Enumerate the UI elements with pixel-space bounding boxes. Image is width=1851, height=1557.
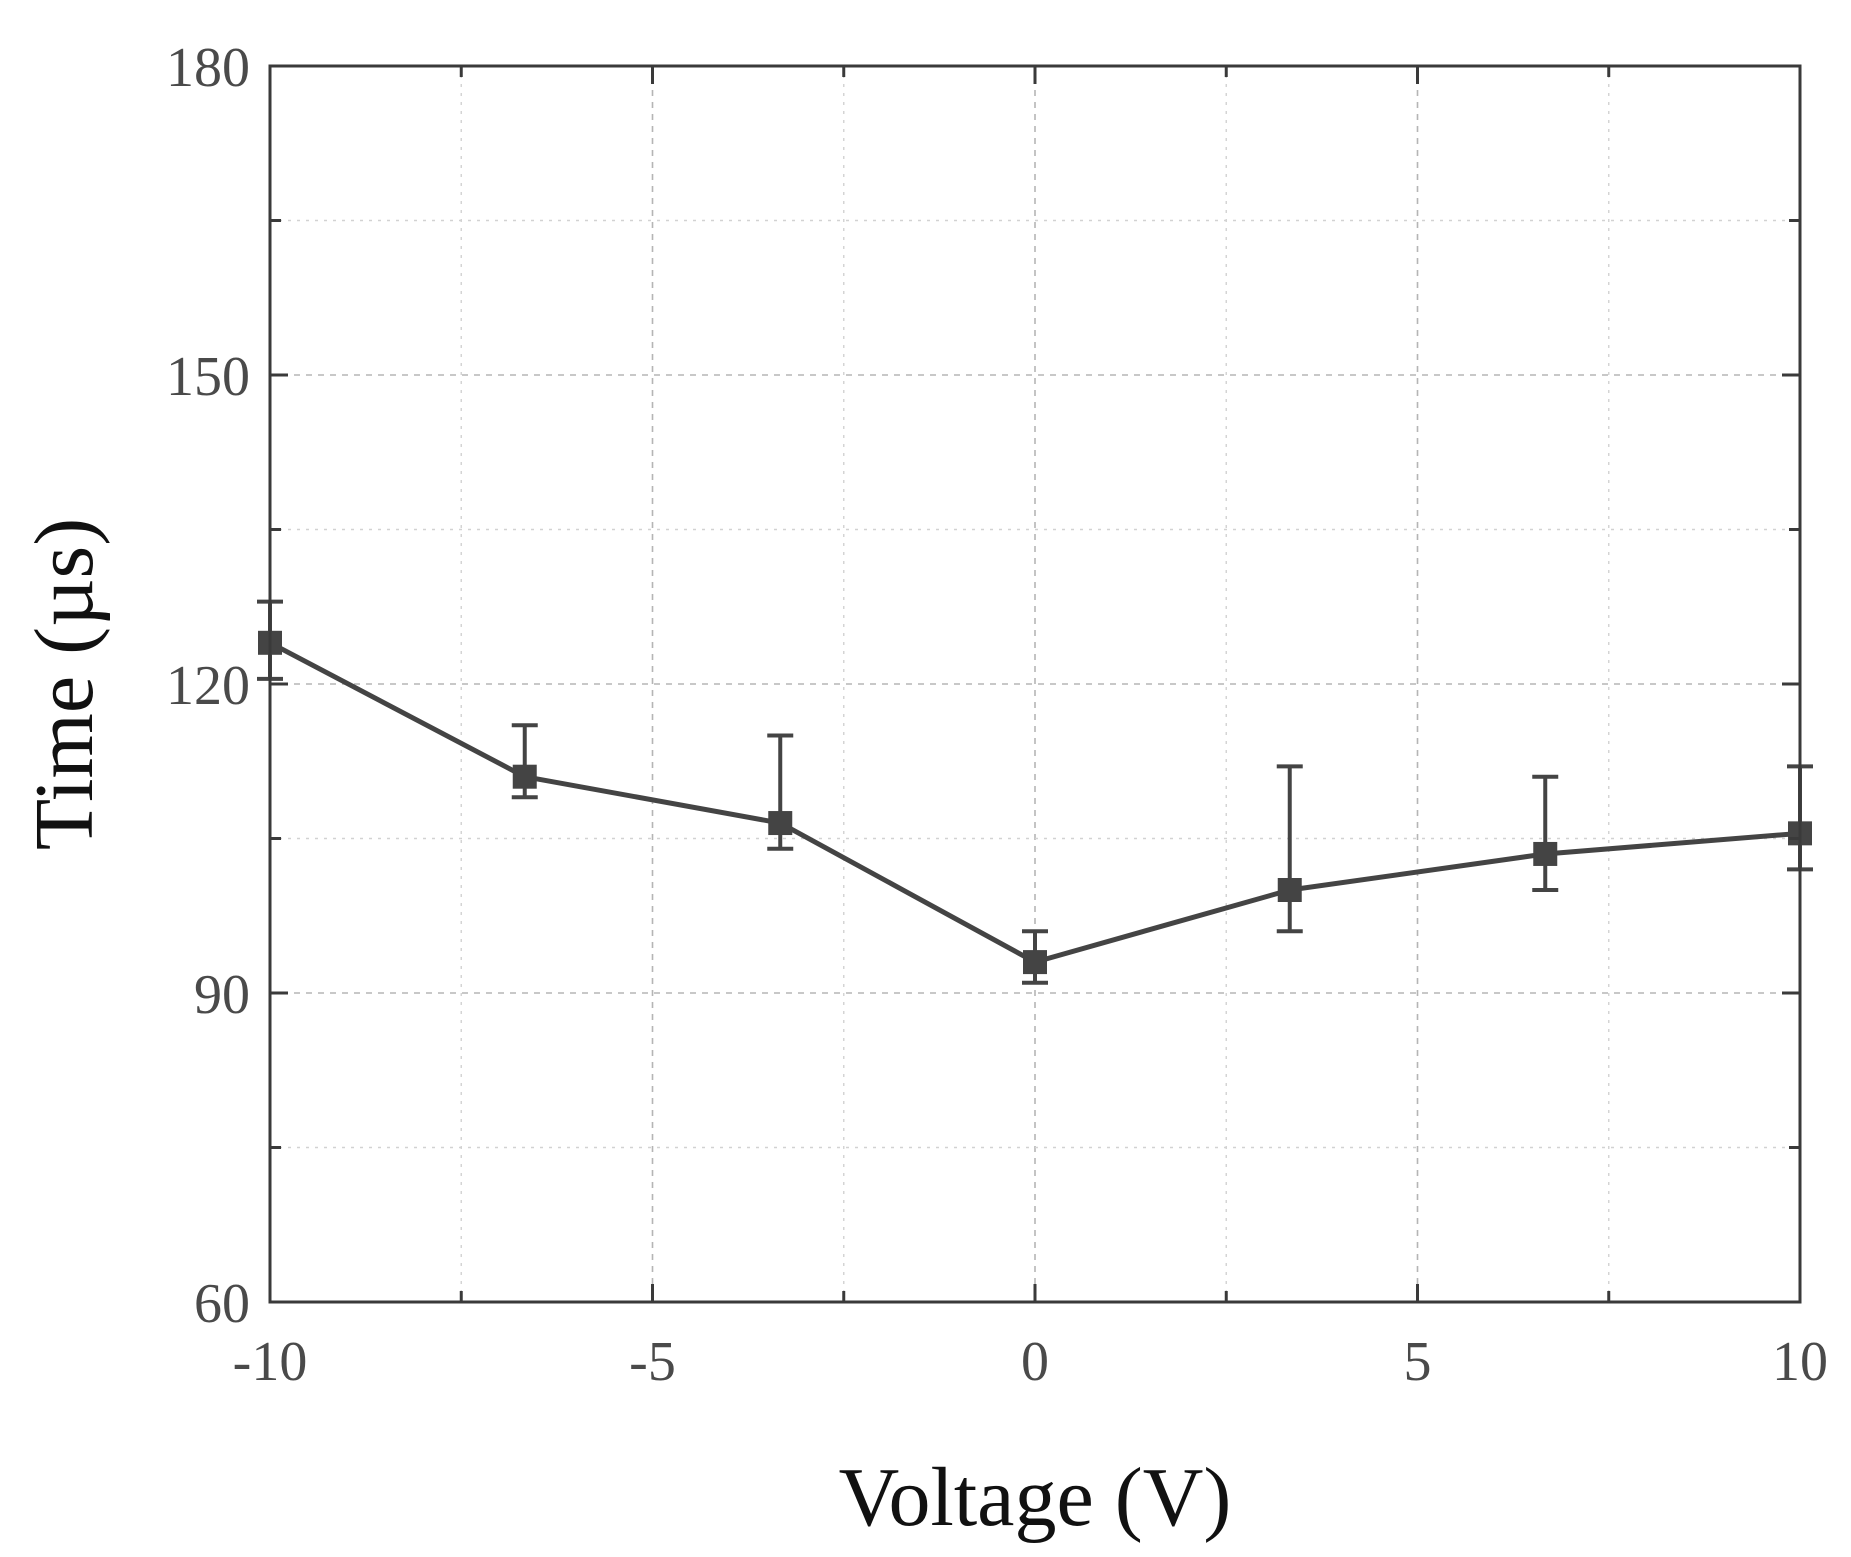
data-point [512, 764, 537, 789]
y-tick-label: 90 [194, 964, 250, 1026]
data-point [1277, 878, 1302, 902]
x-tick-label: -10 [233, 1331, 308, 1393]
y-tick-label: 60 [194, 1273, 250, 1335]
data-point [1023, 950, 1047, 975]
tick-labels: -10 -5 0 5 10 60 90 120 150 180 [166, 37, 1828, 1393]
data-point [768, 811, 793, 836]
x-tick-label: 0 [1021, 1331, 1049, 1393]
x-tick-label: 5 [1404, 1331, 1432, 1393]
y-tick-label: 150 [166, 346, 250, 408]
x-tick-label: -5 [629, 1331, 676, 1393]
y-axis-title: Time (µs) [18, 518, 111, 850]
axis-ticks [268, 64, 1802, 1304]
data-point [1533, 841, 1558, 866]
grid [270, 66, 1800, 1302]
y-tick-label: 120 [166, 655, 250, 717]
x-tick-label: 10 [1772, 1331, 1828, 1393]
y-tick-label: 180 [166, 37, 250, 99]
x-axis-title: Voltage (V) [839, 1451, 1232, 1544]
